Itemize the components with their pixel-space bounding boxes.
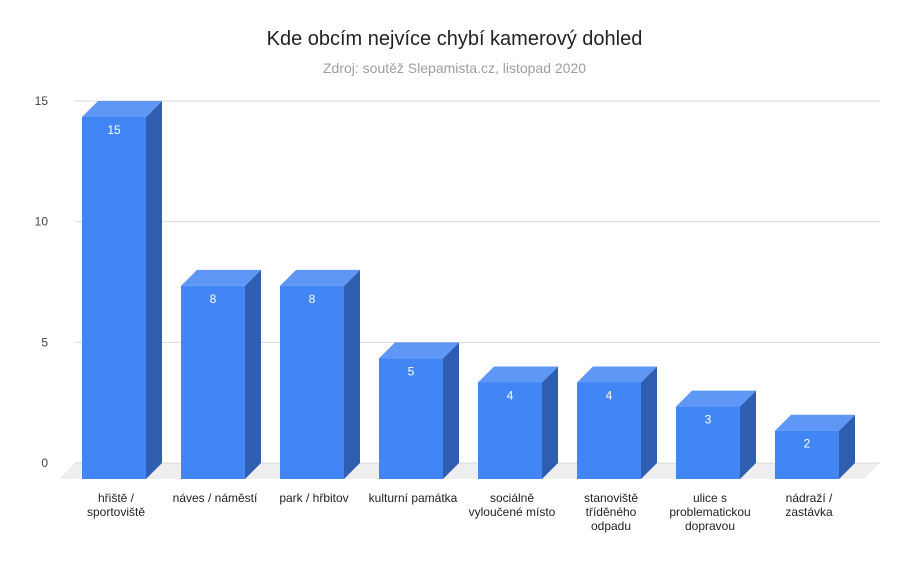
- chart-subtitle: Zdroj: soutěž Slepamista.cz, listopad 20…: [322, 60, 587, 76]
- x-category-label-line: nádraží /: [786, 491, 833, 505]
- bar-data-label: 3: [705, 413, 712, 427]
- bar-side: [839, 414, 855, 479]
- x-category-label: nádraží / zastávka: [785, 491, 833, 519]
- x-category-label: stanoviště tříděného odpadu: [584, 491, 638, 533]
- bar-front: [379, 358, 443, 479]
- x-category-label-line: stanoviště: [584, 491, 638, 505]
- bar-top: [379, 342, 459, 359]
- bar-top: [280, 269, 360, 286]
- x-category-label-line: ulice s: [693, 491, 727, 505]
- bar: 4: [577, 366, 657, 479]
- bar-side: [641, 366, 657, 479]
- bar-data-label: 4: [606, 388, 613, 402]
- bar-data-label: 5: [408, 364, 415, 378]
- bar-side: [245, 269, 261, 479]
- x-category-label-line: problematickou: [669, 505, 750, 519]
- x-category-label-line: zastávka: [785, 505, 833, 519]
- bar: 15: [82, 101, 162, 479]
- y-tick-label: 10: [35, 215, 49, 229]
- bar: 5: [379, 342, 459, 479]
- bar-front: [280, 285, 344, 479]
- x-category-label-line: sportoviště: [87, 505, 145, 519]
- x-category-label: hřiště / sportoviště: [87, 491, 145, 519]
- bar: 8: [181, 269, 261, 479]
- chart-floor: [59, 463, 880, 479]
- bar-side: [740, 390, 756, 479]
- y-axis-ticks: 0 5 10 15: [35, 94, 49, 470]
- bar-data-label: 4: [507, 388, 514, 402]
- x-category-label: kulturní památka: [369, 491, 458, 505]
- x-category-label: park / hřbitov: [279, 491, 348, 505]
- bar-front: [676, 406, 740, 479]
- bar-front: [577, 382, 641, 479]
- bar-top: [478, 366, 558, 383]
- x-category-label-line: vyloučené místo: [469, 505, 556, 519]
- bar-top: [676, 390, 756, 407]
- bar-data-label: 8: [210, 292, 217, 306]
- bar: 8: [280, 269, 360, 479]
- bar-side: [344, 269, 360, 479]
- floor-plane: [59, 463, 880, 479]
- bar-top: [181, 269, 261, 286]
- bar-side: [146, 101, 162, 479]
- bar-front: [775, 430, 839, 479]
- bar-data-label: 15: [107, 123, 121, 137]
- bar-front: [82, 117, 146, 479]
- bar: 4: [478, 366, 558, 479]
- x-axis-labels: hřiště / sportoviště náves / náměstí park /…: [87, 491, 833, 533]
- x-category-label-line: náves / náměstí: [173, 491, 258, 505]
- bar: 3: [676, 390, 756, 479]
- x-category-label: sociálně vyloučené místo: [469, 491, 556, 519]
- x-category-label: ulice s problematickou dopravou: [669, 491, 750, 533]
- x-category-label-line: park / hřbitov: [279, 491, 348, 505]
- bars: 15 8 8 5 4 4 3 2: [82, 101, 855, 479]
- x-category-label: náves / náměstí: [173, 491, 258, 505]
- x-category-label-line: sociálně: [490, 491, 534, 505]
- bar-data-label: 8: [309, 292, 316, 306]
- x-category-label-line: hřiště /: [98, 491, 135, 505]
- y-tick-label: 5: [41, 335, 48, 349]
- bar-side: [443, 342, 459, 479]
- x-category-label-line: odpadu: [591, 519, 631, 533]
- bar-data-label: 2: [804, 437, 811, 451]
- bar-front: [478, 382, 542, 479]
- y-tick-label: 15: [35, 94, 49, 108]
- x-category-label-line: tříděného: [586, 505, 637, 519]
- x-category-label-line: kulturní památka: [369, 491, 458, 505]
- bar: 2: [775, 414, 855, 479]
- bar-top: [82, 101, 162, 117]
- bar-front: [181, 285, 245, 479]
- bar-side: [542, 366, 558, 479]
- bar-top: [577, 366, 657, 383]
- x-category-label-line: dopravou: [685, 519, 735, 533]
- chart-title: Kde obcím nejvíce chybí kamerový dohled: [266, 28, 643, 50]
- y-tick-label: 0: [41, 456, 48, 470]
- bar-top: [775, 414, 855, 431]
